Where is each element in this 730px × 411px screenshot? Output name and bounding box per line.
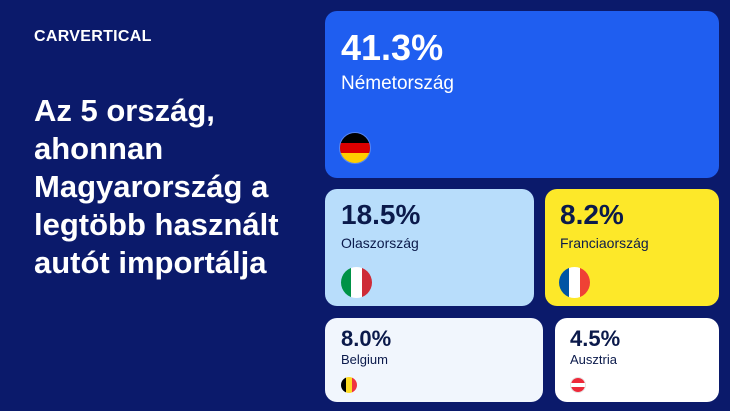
- carvertical-logo: CARVERTICAL: [34, 28, 152, 45]
- card-germany: 41.3% Németország: [325, 11, 719, 178]
- france-percent: 8.2%: [560, 199, 624, 230]
- italy-name: Olaszország: [341, 235, 419, 251]
- germany-percent: 41.3%: [341, 27, 444, 68]
- italy-percent: 18.5%: [341, 199, 421, 230]
- card-france: 8.2% Franciaország: [545, 189, 719, 306]
- belgium-percent: 8.0%: [341, 326, 392, 351]
- austria-percent: 4.5%: [570, 326, 621, 351]
- austria-flag-icon: [570, 377, 586, 393]
- austria-name: Ausztria: [570, 352, 617, 367]
- belgium-name: Belgium: [341, 352, 388, 367]
- card-belgium: 8.0% Belgium: [325, 318, 543, 402]
- france-name: Franciaország: [560, 235, 649, 251]
- germany-flag-icon: [339, 132, 371, 164]
- france-flag-icon: [559, 267, 590, 298]
- italy-flag-icon: [341, 267, 372, 298]
- germany-name: Németország: [341, 73, 454, 94]
- card-italy: 18.5% Olaszország: [325, 189, 534, 306]
- page-title: Az 5 ország, ahonnan Magyarország a legt…: [34, 93, 279, 280]
- card-austria: 4.5% Ausztria: [555, 318, 719, 402]
- belgium-flag-icon: [341, 377, 357, 393]
